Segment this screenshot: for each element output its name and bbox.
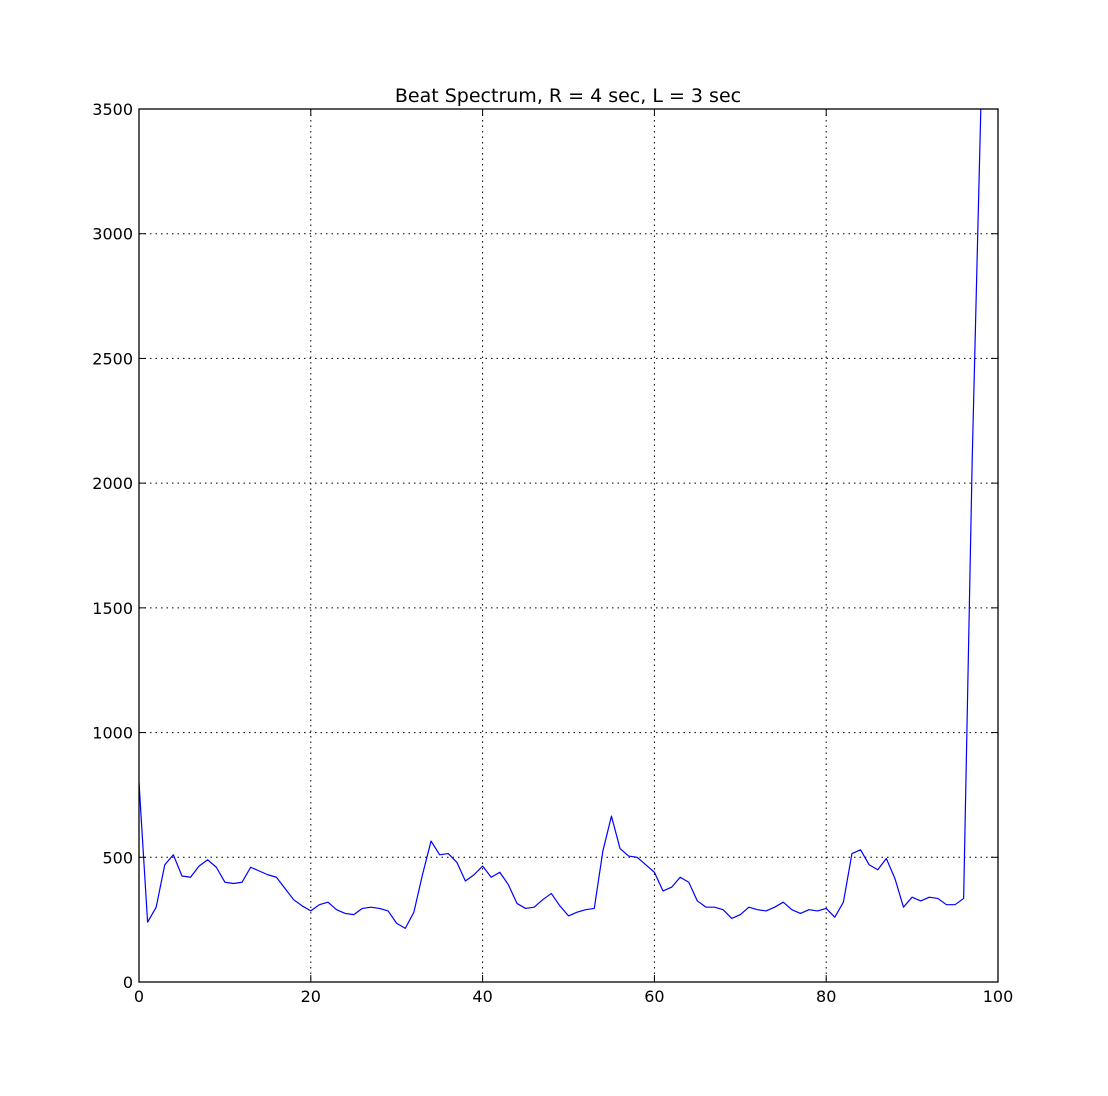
y-tick-label: 1000: [92, 724, 133, 743]
x-tick-label: 40: [472, 987, 492, 1006]
y-tick-label: 500: [102, 848, 133, 867]
y-tick-label: 3000: [92, 225, 133, 244]
y-tick-label: 1500: [92, 599, 133, 618]
x-tick-label: 100: [983, 987, 1014, 1006]
y-tick-label: 2500: [92, 349, 133, 368]
x-tick-label: 80: [816, 987, 836, 1006]
x-tick-label: 60: [644, 987, 664, 1006]
x-tick-label: 0: [134, 987, 144, 1006]
x-tick-label: 20: [301, 987, 321, 1006]
chart-title: Beat Spectrum, R = 4 sec, L = 3 sec: [395, 85, 741, 107]
y-tick-label: 2000: [92, 474, 133, 493]
y-tick-label: 0: [123, 973, 133, 992]
y-tick-label: 3500: [92, 100, 133, 119]
